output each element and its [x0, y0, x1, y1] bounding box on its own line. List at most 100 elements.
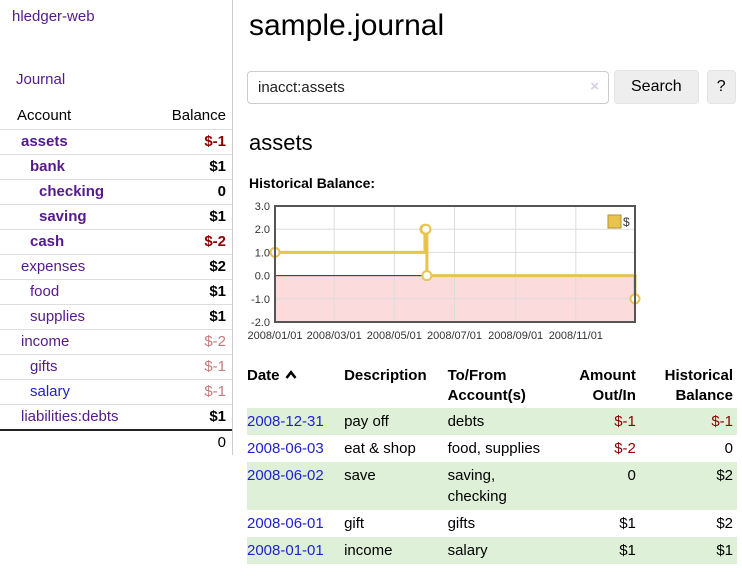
sidebar-account-link[interactable]: gifts — [30, 358, 58, 375]
sidebar-item-journal[interactable]: Journal — [16, 71, 66, 88]
description-column-header: Description — [344, 367, 427, 384]
transaction-description: eat & shop — [344, 440, 416, 457]
svg-text:2008/05/01: 2008/05/01 — [367, 330, 422, 342]
transaction-amount: $-1 — [614, 413, 636, 430]
sidebar-account-balance: $1 — [153, 404, 232, 430]
accounts-total-row: 0 — [0, 429, 232, 455]
transaction-date-link[interactable]: 2008-06-02 — [247, 467, 324, 484]
transaction-accounts: saving, checking — [447, 467, 507, 505]
account-row: checking 0 — [0, 179, 232, 205]
svg-text:-2.0: -2.0 — [251, 317, 270, 329]
account-row: supplies $1 — [0, 304, 232, 330]
svg-text:-1.0: -1.0 — [251, 294, 270, 306]
search-input[interactable] — [247, 70, 609, 104]
sidebar-account-link[interactable]: income — [21, 333, 70, 350]
sidebar-account-balance: $-1 — [204, 133, 226, 150]
transaction-row[interactable]: 2008-01-01 income salary $1 $1 — [247, 537, 737, 564]
sidebar-account-link[interactable]: expenses — [21, 258, 86, 275]
transaction-description: pay off — [344, 413, 389, 430]
transaction-amount: $-2 — [614, 440, 636, 457]
account-row: food $1 — [0, 279, 232, 305]
svg-text:2008/01/01: 2008/01/01 — [247, 330, 302, 342]
svg-text:0.0: 0.0 — [255, 271, 270, 283]
transaction-balance: $2 — [716, 515, 733, 532]
transaction-date-link[interactable]: 2008-06-03 — [247, 440, 324, 457]
sidebar-account-balance: $1 — [153, 304, 232, 330]
sidebar-account-balance: $2 — [153, 254, 232, 280]
svg-text:3.0: 3.0 — [255, 201, 270, 213]
account-row: assets $-1 — [0, 130, 232, 155]
sidebar-account-link[interactable]: food — [30, 283, 60, 300]
svg-text:$: $ — [623, 215, 630, 229]
register-header-row: Date Description To/From Account(s) Amou… — [247, 365, 737, 408]
transaction-amount: $1 — [619, 542, 636, 559]
transaction-row[interactable]: 2008-06-03 eat & shop food, supplies $-2 0 — [247, 435, 737, 462]
transaction-date-link[interactable]: 2008-01-01 — [247, 542, 324, 559]
svg-text:1.0: 1.0 — [255, 247, 270, 259]
account-heading: assets — [249, 130, 313, 155]
chart-title: Historical Balance: — [249, 175, 376, 191]
transaction-description: save — [344, 467, 376, 484]
sidebar-account-link[interactable]: bank — [30, 158, 66, 175]
transaction-row[interactable]: 2008-06-02 save saving, checking 0 $2 — [247, 462, 737, 510]
sidebar-account-balance: $1 — [153, 204, 232, 230]
date-column-header[interactable]: Date — [247, 365, 344, 408]
app-brand-link[interactable]: hledger-web — [12, 8, 95, 25]
sidebar: hledger-web Journal Account Balance asse… — [0, 0, 233, 455]
account-row: cash $-2 — [0, 229, 232, 255]
transaction-balance: $-1 — [711, 413, 733, 430]
account-row: income $-2 — [0, 329, 232, 355]
sidebar-account-balance: $-2 — [153, 229, 232, 255]
transaction-balance: $1 — [716, 542, 733, 559]
account-row: gifts $-1 — [0, 354, 232, 380]
account-row: salary $-1 — [0, 379, 232, 405]
sidebar-account-link[interactable]: salary — [30, 383, 71, 400]
transaction-amount: 0 — [627, 467, 636, 484]
account-tree-table: Account Balance assets $-1 bank $1 checking 0… — [0, 105, 232, 455]
account-row: saving $1 — [0, 204, 232, 230]
transaction-date-link[interactable]: 2008-06-01 — [247, 515, 324, 532]
account-column-header: Account — [0, 105, 154, 130]
main-content: sample.journal × Search ? assets Histori… — [233, 0, 742, 564]
sidebar-account-link[interactable]: supplies — [30, 308, 86, 325]
transaction-accounts: gifts — [447, 515, 476, 532]
sidebar-account-link[interactable]: saving — [39, 208, 87, 225]
transaction-date-link[interactable]: 2008-12-31 — [247, 413, 324, 430]
search-form: × Search ? — [247, 70, 737, 104]
svg-text:2.0: 2.0 — [255, 224, 270, 236]
transaction-balance: 0 — [724, 440, 733, 457]
sidebar-account-balance: $-1 — [153, 379, 232, 405]
register-body: 2008-12-31 pay off debts $-1 $-1 2008-06-03 ea… — [247, 408, 737, 564]
sidebar-account-balance: $1 — [153, 154, 232, 180]
transaction-description: gift — [344, 515, 365, 532]
transaction-row[interactable]: 2008-06-01 gift gifts $1 $2 — [247, 510, 737, 537]
svg-text:2008/03/01: 2008/03/01 — [307, 330, 362, 342]
svg-text:2008/11/01: 2008/11/01 — [549, 330, 603, 342]
sidebar-account-link[interactable]: liabilities:debts — [21, 408, 119, 425]
account-row: bank $1 — [0, 154, 232, 180]
svg-text:2008/07/01: 2008/07/01 — [427, 330, 482, 342]
sidebar-account-balance: $-2 — [153, 329, 232, 355]
sidebar-account-link[interactable]: checking — [39, 183, 105, 200]
register-table: Date Description To/From Account(s) Amou… — [247, 365, 737, 564]
sidebar-account-link[interactable]: assets — [21, 133, 68, 150]
search-button[interactable]: Search — [614, 70, 699, 104]
account-row: liabilities:debts $1 — [0, 404, 232, 430]
balance-column-header-register: Historical Balance — [664, 367, 733, 404]
transaction-row[interactable]: 2008-12-31 pay off debts $-1 $-1 — [247, 408, 737, 435]
help-button[interactable]: ? — [706, 70, 736, 104]
sidebar-account-link[interactable]: cash — [30, 233, 65, 250]
sidebar-account-balance: $1 — [153, 279, 232, 305]
sidebar-account-balance: $-1 — [153, 354, 232, 380]
transaction-balance: $2 — [716, 467, 733, 484]
sort-ascending-icon — [284, 366, 297, 386]
svg-text:2008/09/01: 2008/09/01 — [488, 330, 543, 342]
transaction-accounts: debts — [447, 413, 485, 430]
account-tree-body: assets $-1 bank $1 checking 0 saving $1 cash $-2 e… — [0, 130, 232, 430]
page: hledger-web Journal Account Balance asse… — [0, 0, 742, 564]
clear-search-icon[interactable]: × — [590, 77, 599, 95]
transaction-description: income — [344, 542, 393, 559]
page-title: sample.journal — [249, 9, 445, 42]
transaction-accounts: food, supplies — [447, 440, 541, 457]
